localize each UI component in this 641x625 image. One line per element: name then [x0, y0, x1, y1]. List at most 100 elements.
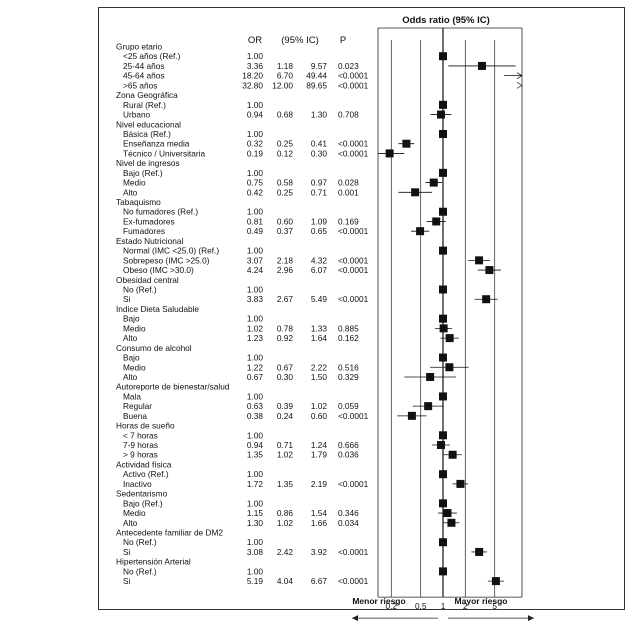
ci-high-value: 1.02 [311, 401, 328, 411]
or-value: 1.22 [247, 362, 264, 372]
table-row: Alto 0.67 0.30 1.50 0.329 [123, 372, 359, 382]
or-value: 0.94 [247, 110, 264, 120]
table-row: Fumadores 0.49 0.37 0.65 <0.0001 [123, 226, 369, 236]
or-point-marker [407, 411, 416, 420]
axis-lines: 0.2 0.5 1 2 5 [352, 27, 534, 622]
ci-high-value: 1.33 [311, 323, 328, 333]
x-tick-label: 5 [492, 601, 497, 611]
or-point-marker [439, 392, 447, 401]
ci-low-value: 2.42 [277, 547, 294, 557]
or-value: 18.20 [242, 71, 263, 81]
or-value: 1.00 [247, 285, 264, 295]
ci-low-value: 2.67 [277, 294, 294, 304]
ci-low-value: 0.24 [277, 411, 294, 421]
or-point-marker [443, 509, 452, 518]
group-header-row: Zona Geográfica [116, 90, 178, 100]
row-label: Urbano [123, 110, 151, 120]
p-value: 0.162 [338, 333, 359, 343]
group-header-row: Indice Dieta Saludable [116, 304, 199, 314]
or-value: 0.19 [247, 148, 264, 158]
or-point-marker [445, 363, 454, 372]
ci-overflow-arrow [516, 82, 523, 89]
row-label: Si [123, 294, 131, 304]
or-value: 1.00 [247, 469, 264, 479]
or-value: 1.02 [247, 323, 264, 333]
group-label: Nivel de ingresos [116, 158, 180, 168]
table-row: Técnico / Universitaria 0.19 0.12 0.30 <0.00… [123, 148, 369, 158]
row-label: Técnico / Universitaria [123, 148, 205, 158]
ci-high-value: 0.30 [311, 148, 328, 158]
ci-high-value: 1.50 [311, 372, 328, 382]
group-header-row: Obesidad central [116, 275, 179, 285]
x-tick-label: 0.2 [386, 601, 398, 611]
legend-right-label: Mayor riesgo [455, 596, 508, 606]
table-row: < 7 horas 1.00 [123, 430, 263, 440]
row-label: Ex-fumadores [123, 216, 175, 226]
row-label: Obeso (IMC >30.0) [123, 265, 194, 275]
or-point-marker [439, 470, 447, 479]
ci-high-value: 9.57 [311, 61, 328, 71]
or-point-marker [411, 188, 420, 197]
or-point-marker [432, 217, 441, 226]
or-point-marker [439, 314, 447, 323]
table-row: Rural (Ref.) 1.00 [123, 100, 263, 110]
or-value: 3.83 [247, 294, 264, 304]
row-label: < 7 horas [123, 430, 158, 440]
ci-high-value: 2.22 [311, 362, 328, 372]
ci-low-value: 0.71 [277, 440, 294, 450]
row-label: >65 años [123, 80, 157, 90]
p-value: 0.034 [338, 518, 359, 528]
p-value: <0.0001 [338, 255, 369, 265]
or-value: 1.72 [247, 479, 264, 489]
ci-low-value: 0.78 [277, 323, 294, 333]
ci-high-value: 89.65 [306, 80, 327, 90]
table-row: Si 3.83 2.67 5.49 <0.0001 [123, 294, 369, 304]
ci-high-value: 1.66 [311, 518, 328, 528]
p-value: 0.036 [338, 450, 359, 460]
row-label: No (Ref.) [123, 285, 157, 295]
table-row: Si 3.08 2.42 3.92 <0.0001 [123, 547, 369, 557]
ci-high-value: 1.30 [311, 110, 328, 120]
or-value: 0.63 [247, 401, 264, 411]
plot-marks [378, 52, 523, 586]
or-point-marker [439, 246, 447, 255]
ci-low-value: 0.86 [277, 508, 294, 518]
ci-low-value: 1.02 [277, 518, 294, 528]
table-row: Alto 1.23 0.92 1.64 0.162 [123, 333, 359, 343]
or-value: 1.35 [247, 450, 264, 460]
or-point-marker [439, 567, 447, 576]
group-label: Nivel educacional [116, 119, 181, 129]
ci-overflow-arrow [516, 72, 523, 79]
or-value: 3.07 [247, 255, 264, 265]
group-header-row: Sedentarismo [116, 489, 168, 499]
row-label: Normal (IMC <25.0) (Ref.) [123, 246, 219, 256]
ci-low-value: 0.30 [277, 372, 294, 382]
table-row: > 9 horas 1.35 1.02 1.79 0.036 [123, 450, 359, 460]
row-label: Alto [123, 518, 138, 528]
or-point-marker [445, 334, 454, 343]
or-value: 1.00 [247, 168, 264, 178]
row-label: Mala [123, 391, 141, 401]
or-value: 1.00 [247, 537, 264, 547]
group-header-row: Antecedente familiar de DM2 [116, 528, 223, 538]
table-row: No (Ref.) 1.00 [123, 537, 263, 547]
or-point-marker [437, 110, 446, 119]
p-value: <0.0001 [338, 411, 369, 421]
table-row: Activo (Ref.) 1.00 [123, 469, 263, 479]
table-row: Bajo (Ref.) 1.00 [123, 498, 263, 508]
group-header-row: Tabaquismo [116, 197, 161, 207]
or-point-marker [475, 256, 484, 265]
or-value: 0.81 [247, 216, 264, 226]
ci-low-value: 1.35 [277, 479, 294, 489]
row-label: Rural (Ref.) [123, 100, 166, 110]
table-row: Urbano 0.94 0.68 1.30 0.708 [123, 110, 359, 120]
or-point-marker [439, 538, 447, 547]
ci-low-value: 0.68 [277, 110, 294, 120]
table-row: Enseñanza media 0.32 0.25 0.41 <0.0001 [123, 139, 369, 149]
group-label: Indice Dieta Saludable [116, 304, 199, 314]
or-value: 1.00 [247, 430, 264, 440]
table-row: Ex-fumadores 0.81 0.60 1.09 0.169 [123, 216, 359, 226]
p-value: 0.001 [338, 187, 359, 197]
or-point-marker [402, 139, 411, 148]
